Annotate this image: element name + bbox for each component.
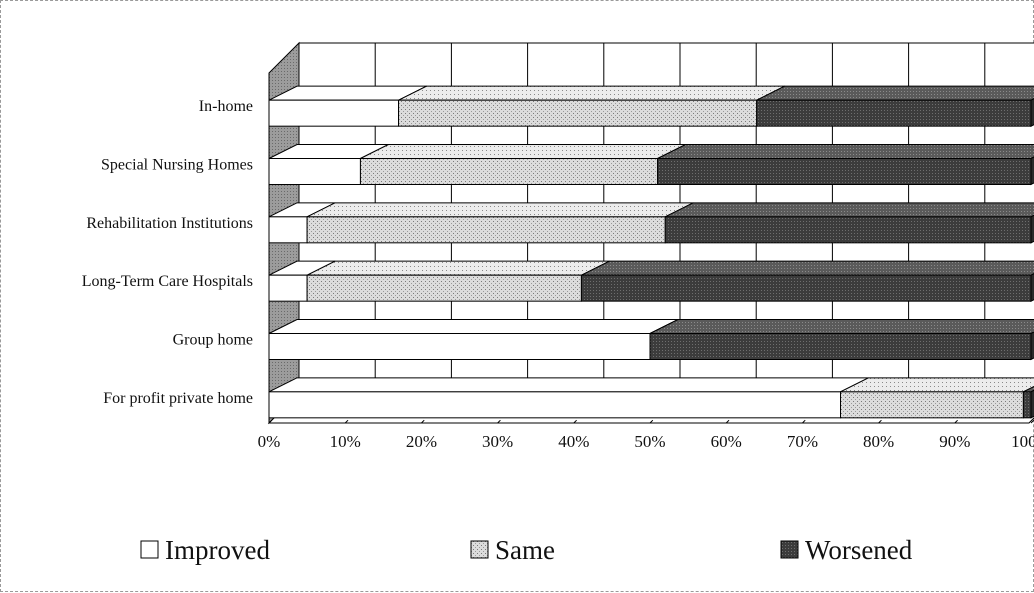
bar-top-worsened <box>658 145 1034 159</box>
bar-top-same <box>307 261 609 275</box>
legend-swatch-worsened <box>781 541 798 558</box>
bar-top-same <box>841 378 1034 392</box>
legend-swatch-same <box>471 541 488 558</box>
bar-top-improved <box>269 320 678 334</box>
category-label: For profit private home <box>103 390 253 407</box>
bar-top-worsened <box>665 203 1034 217</box>
x-tick-label: 70% <box>787 432 818 451</box>
category-label: In-home <box>199 98 253 115</box>
legend-label-improved: Improved <box>165 535 270 565</box>
bar-worsened <box>650 334 1031 360</box>
x-tick-label: 10% <box>330 432 361 451</box>
bar-same <box>841 392 1024 418</box>
category-label: Special Nursing Homes <box>101 157 253 174</box>
bar-top-same <box>360 145 685 159</box>
bar-top-same <box>399 86 785 100</box>
bar-improved <box>269 392 841 418</box>
bar-worsened <box>757 100 1031 126</box>
bar-improved <box>269 159 360 185</box>
bar-top-same <box>307 203 693 217</box>
category-label: Long-Term Care Hospitals <box>82 273 253 290</box>
bar-improved <box>269 217 307 243</box>
bar-improved <box>269 100 399 126</box>
legend-label-same: Same <box>495 535 555 565</box>
x-tick-label: 40% <box>558 432 589 451</box>
x-tick-label: 90% <box>939 432 970 451</box>
bar-same <box>307 275 581 301</box>
x-tick-label: 60% <box>711 432 742 451</box>
legend-label-worsened: Worsened <box>805 535 913 565</box>
bar-same <box>399 100 757 126</box>
bar-worsened <box>665 217 1031 243</box>
legend-swatch-improved <box>141 541 158 558</box>
bar-improved <box>269 334 650 360</box>
bar-top-improved <box>269 378 869 392</box>
bar-top-worsened <box>581 261 1034 275</box>
x-tick-label: 0% <box>258 432 281 451</box>
x-tick-label: 80% <box>863 432 894 451</box>
bar-worsened <box>658 159 1031 185</box>
bar-worsened <box>581 275 1031 301</box>
bar-top-worsened <box>650 320 1034 334</box>
x-tick-label: 100% <box>1011 432 1034 451</box>
bar-worsened <box>1023 392 1031 418</box>
bar-same <box>360 159 657 185</box>
x-tick-label: 50% <box>634 432 665 451</box>
bar-improved <box>269 275 307 301</box>
legend: Improved Same Worsened <box>141 535 913 565</box>
bar-top-worsened <box>757 86 1034 100</box>
x-tick-label: 20% <box>406 432 437 451</box>
x-tick-label: 30% <box>482 432 513 451</box>
category-label: Rehabilitation Institutions <box>86 215 253 232</box>
bar-same <box>307 217 665 243</box>
category-label: Group home <box>173 332 253 349</box>
